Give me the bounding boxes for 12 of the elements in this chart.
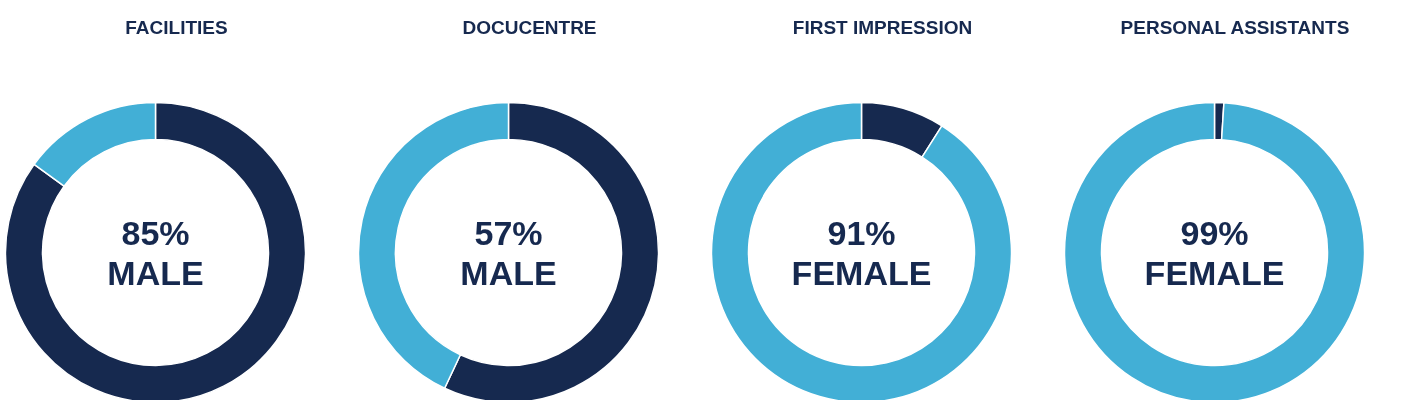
text: 57% [474, 213, 543, 252]
text: 85% [121, 213, 190, 252]
text: 91% [827, 213, 896, 252]
text: FEMALE [1144, 253, 1285, 292]
chart-title: DOCUCENTRE [462, 17, 597, 38]
chart-title: PERSONAL ASSISTANTS [1120, 17, 1350, 38]
text: MALE [107, 253, 204, 292]
chart-title: FIRST IMPRESSION [792, 17, 973, 38]
text: 99% [1180, 213, 1249, 252]
chart-title: FACILITIES [125, 17, 228, 38]
text: FEMALE [791, 253, 932, 292]
text: MALE [460, 253, 557, 292]
